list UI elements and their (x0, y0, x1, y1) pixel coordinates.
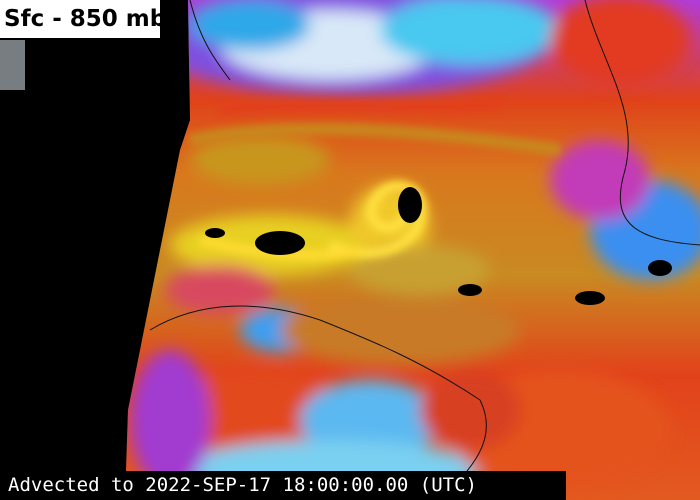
coastlines (149, 0, 700, 500)
cloud-dark-areas (205, 187, 672, 305)
title: Sfc - 850 mb (0, 0, 166, 38)
timestamp-caption: Advected to 2022-SEP-17 18:00:00.00 (UTC… (0, 471, 566, 500)
